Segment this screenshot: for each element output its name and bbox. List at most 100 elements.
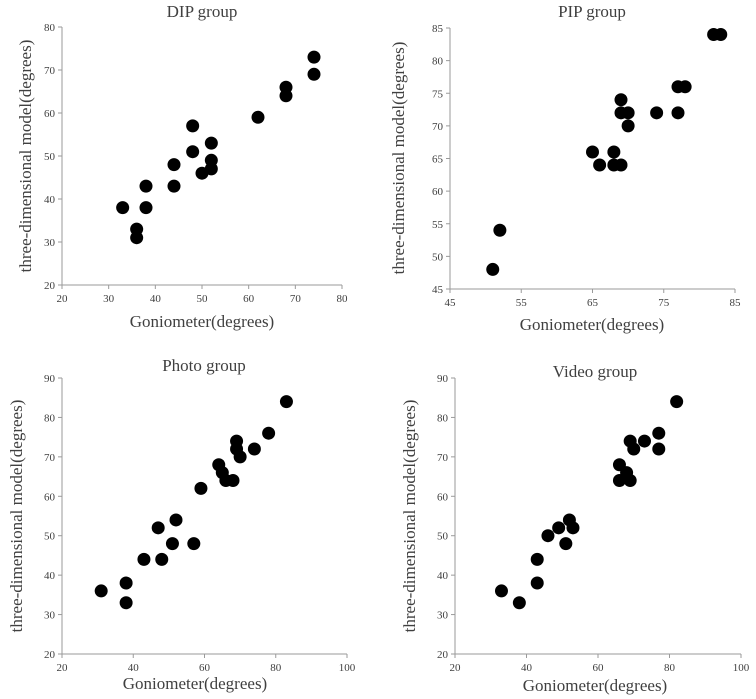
y-tick-label: 20 [437,649,449,661]
data-point [137,552,151,566]
y-tick-label: 50 [44,531,56,543]
x-tick-label: 80 [270,662,282,674]
data-point [714,28,728,42]
y-axis-label: three-dimensional model(degrees) [400,400,419,633]
y-tick-label: 90 [44,373,56,385]
x-tick-label: 40 [128,662,140,674]
data-point [623,474,637,488]
data-point [139,201,153,215]
y-tick-label: 60 [432,186,444,198]
x-axis-label: Goniometer(degrees) [123,674,267,693]
x-tick-label: 20 [57,662,69,674]
x-tick-label: 50 [197,293,209,305]
data-point [226,474,240,488]
data-point [559,537,573,551]
data-point [614,158,628,172]
data-point [119,596,133,610]
data-point [486,262,500,276]
data-point [247,442,261,456]
chart-title: PIP group [558,2,626,21]
y-tick-label: 70 [432,121,444,133]
chart-dip: DIP group 20 30 40 50 60 70 80 20 30 40 50 60 70 80 G… [16,2,348,331]
data-point [130,231,144,245]
x-tick-label: 20 [57,293,69,305]
x-tick-label: 60 [199,662,211,674]
y-tick-label: 85 [432,23,444,35]
y-tick-label: 80 [437,412,449,424]
data-point [593,158,607,172]
data-point [186,119,200,133]
x-tick-label: 75 [658,297,670,309]
y-tick-label: 70 [437,452,449,464]
data-point [167,158,181,172]
y-tick-label: 50 [432,251,444,263]
y-tick-label: 70 [44,65,56,77]
data-point [167,179,181,193]
y-tick-label: 80 [432,56,444,68]
x-tick-label: 80 [337,293,349,305]
x-tick-label: 40 [150,293,162,305]
data-point [187,537,201,551]
data-point [530,576,544,590]
data-point [307,50,321,64]
data-point [621,119,635,133]
y-tick-label: 80 [44,412,56,424]
data-point [493,223,507,237]
y-tick-label: 60 [44,491,56,503]
data-point [165,537,179,551]
y-tick-label: 60 [44,108,56,120]
y-tick-label: 20 [44,280,56,292]
x-tick-label: 20 [450,662,462,674]
y-tick-label: 20 [44,649,56,661]
y-axis-label: three-dimensional model(degrees) [16,40,35,273]
data-point [94,584,108,598]
data-point [530,552,544,566]
data-point [586,145,599,159]
data-point [637,434,651,448]
data-point [233,450,247,464]
y-tick-label: 30 [437,610,449,622]
x-tick-label: 60 [243,293,255,305]
x-axis-label: Goniometer(degrees) [130,312,274,331]
chart-title: Video group [553,362,637,381]
data-point [251,110,265,124]
data-point [119,576,133,590]
y-tick-label: 45 [432,284,444,296]
x-tick-label: 80 [664,662,676,674]
chart-photo: Photo group 20 40 60 80 1002030405060708090 … [7,356,356,693]
data-point [279,89,293,103]
x-tick-label: 45 [445,297,457,309]
data-point [541,529,555,543]
data-point [279,395,293,409]
data-point [652,426,666,440]
y-tick-label: 40 [44,570,56,582]
x-tick-label: 60 [593,662,605,674]
chart-title: Photo group [162,356,246,375]
data-point [614,93,628,107]
y-tick-label: 55 [432,219,444,231]
x-tick-label: 100 [339,662,356,674]
y-tick-label: 65 [432,154,444,166]
y-axis-label: three-dimensional model(degrees) [389,42,408,275]
data-point [678,80,692,94]
x-tick-label: 55 [516,297,528,309]
data-point [670,395,684,409]
data-point [552,521,566,535]
chart-pip: PIP group 45 55 65 75 85 45 50 55 60 65 70 75 80 85 G… [389,2,741,334]
data-point [512,596,526,610]
data-point [116,201,130,215]
data-point [204,136,218,150]
data-point [186,145,200,159]
x-tick-label: 70 [290,293,302,305]
x-tick-label: 100 [733,662,750,674]
x-axis-label: Goniometer(degrees) [523,676,667,695]
y-tick-label: 50 [437,531,449,543]
data-point [204,162,218,176]
y-tick-label: 30 [44,610,56,622]
x-tick-label: 30 [103,293,115,305]
y-tick-label: 60 [437,491,449,503]
x-tick-label: 65 [587,297,599,309]
y-tick-label: 50 [44,151,56,163]
y-tick-label: 75 [432,88,444,100]
data-point [139,179,153,193]
